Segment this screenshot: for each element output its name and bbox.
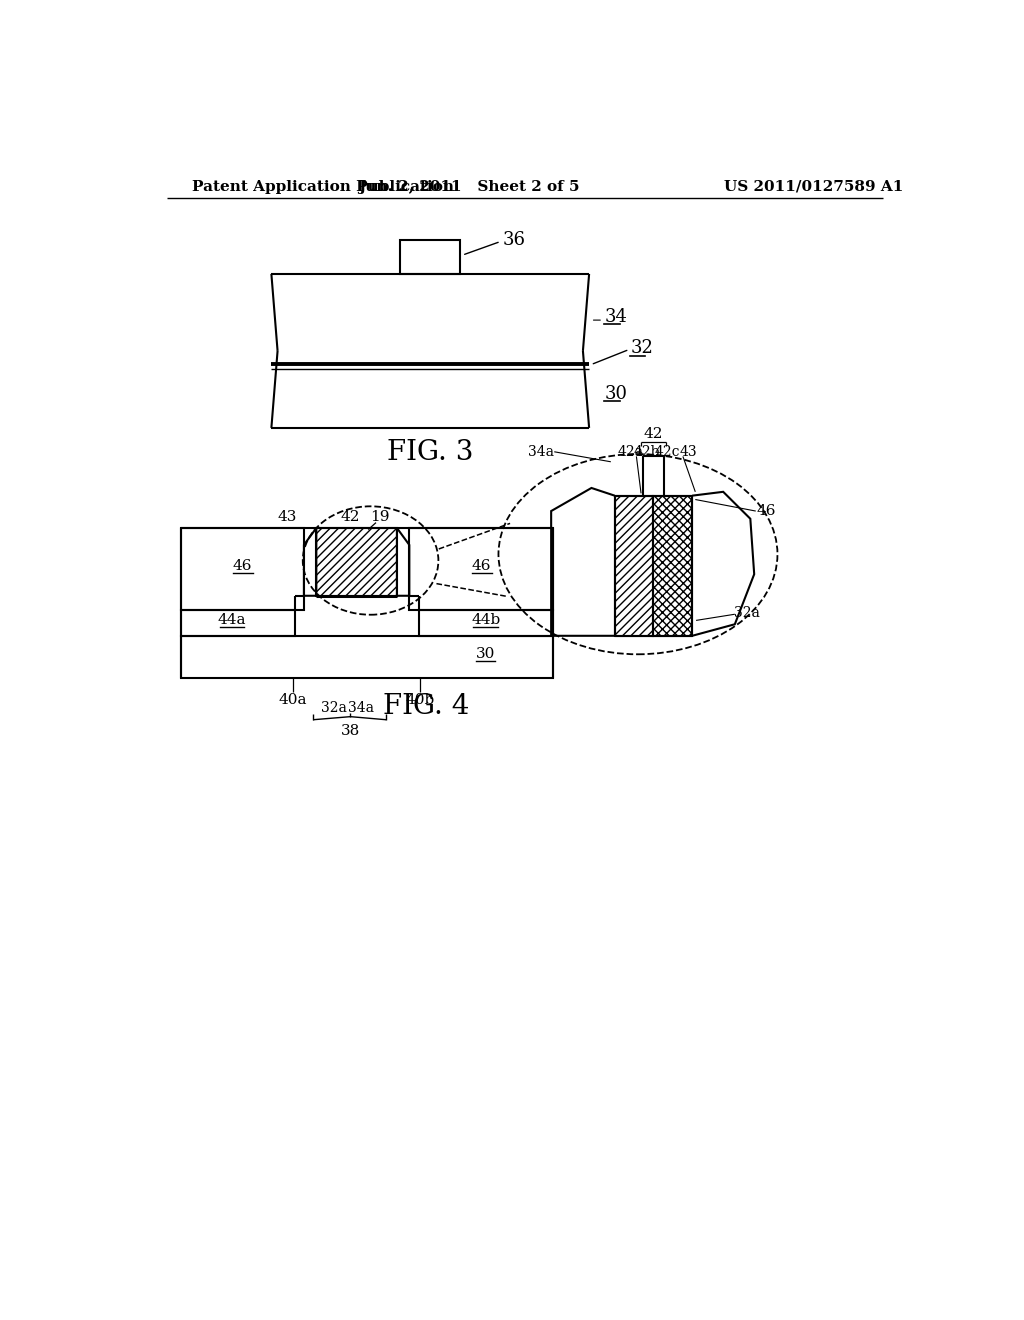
Text: 40a: 40a xyxy=(279,693,307,706)
Bar xyxy=(400,240,461,275)
Bar xyxy=(653,496,692,636)
Text: FIG. 4: FIG. 4 xyxy=(383,693,470,721)
Text: 19: 19 xyxy=(370,511,389,524)
Text: 30: 30 xyxy=(476,647,496,661)
Text: 30: 30 xyxy=(604,385,628,403)
Bar xyxy=(180,636,553,678)
Text: 42c: 42c xyxy=(654,445,680,459)
Bar xyxy=(180,528,304,610)
Text: 43: 43 xyxy=(680,445,697,459)
Text: 46: 46 xyxy=(471,560,490,573)
Text: 34a: 34a xyxy=(528,445,554,459)
Text: 40b: 40b xyxy=(406,693,435,706)
Bar xyxy=(410,528,553,610)
Text: 34: 34 xyxy=(604,308,628,326)
Text: 46: 46 xyxy=(232,560,252,573)
Text: 44b: 44b xyxy=(471,612,501,627)
Text: 36: 36 xyxy=(503,231,526,249)
Text: 46: 46 xyxy=(756,504,775,517)
Text: 44a: 44a xyxy=(218,612,246,627)
Text: 34a: 34a xyxy=(347,701,374,715)
Text: Jun. 2, 2011   Sheet 2 of 5: Jun. 2, 2011 Sheet 2 of 5 xyxy=(358,180,580,194)
Text: 32a: 32a xyxy=(733,606,760,619)
Text: 38: 38 xyxy=(341,725,360,738)
Text: US 2011/0127589 A1: US 2011/0127589 A1 xyxy=(724,180,903,194)
Text: 42b: 42b xyxy=(634,445,660,459)
Text: 32a: 32a xyxy=(321,701,346,715)
Text: FIG. 3: FIG. 3 xyxy=(387,440,473,466)
Text: 43: 43 xyxy=(278,511,297,524)
Text: 32: 32 xyxy=(631,339,654,356)
Bar xyxy=(316,528,397,595)
Bar xyxy=(614,496,653,636)
Text: Patent Application Publication: Patent Application Publication xyxy=(191,180,454,194)
Text: 42: 42 xyxy=(644,428,664,441)
Bar xyxy=(180,610,295,636)
Text: 42a: 42a xyxy=(617,445,643,459)
Bar xyxy=(419,610,553,636)
Text: 42: 42 xyxy=(341,511,360,524)
